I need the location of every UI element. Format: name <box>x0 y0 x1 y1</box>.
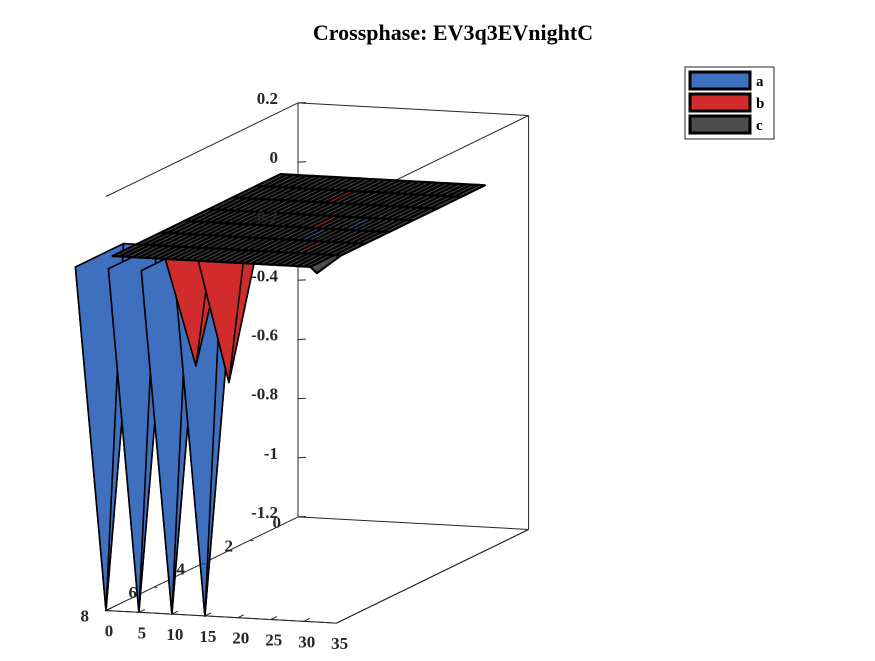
y-tick-label-4: 8 <box>81 607 90 626</box>
x-tick-mark-7 <box>337 620 343 623</box>
axis-right-floor-line <box>337 530 529 624</box>
legend-swatch-c <box>690 116 750 133</box>
x-tick-mark-6 <box>304 618 310 621</box>
x-tick-label-3: 15 <box>199 627 216 646</box>
z-tick-label-5: -0.8 <box>251 385 278 404</box>
legend-label-b[interactable]: b <box>756 96 764 112</box>
legend-label-c[interactable]: c <box>756 118 763 134</box>
box-back-top <box>298 103 529 116</box>
series-c-surface <box>113 174 485 273</box>
box-back-floor <box>298 517 529 530</box>
z-tick-label-4: -0.6 <box>251 326 278 345</box>
x-tick-label-1: 5 <box>138 623 147 642</box>
z-tick-label-1: 0 <box>270 148 279 167</box>
x-tick-mark-4 <box>238 615 244 618</box>
z-tick-label-0: 0.2 <box>257 89 278 108</box>
x-tick-label-2: 10 <box>166 625 183 644</box>
x-tick-label-0: 0 <box>105 622 114 641</box>
y-tick-label-2: 4 <box>177 560 186 579</box>
chart-title: Crossphase: EV3q3EVnightC <box>313 20 593 45</box>
legend-label-a[interactable]: a <box>756 74 764 90</box>
z-tick-label-3: -0.4 <box>251 266 278 285</box>
x-tick-label-5: 25 <box>265 631 282 650</box>
x-tick-mark-5 <box>271 617 277 620</box>
legend-swatch-b <box>690 94 750 111</box>
legend[interactable]: abc <box>685 67 774 139</box>
z-tick-label-7: -1.2 <box>251 503 278 522</box>
y-tick-label-3: 6 <box>129 583 138 602</box>
y-tick-label-1: 2 <box>225 536 234 555</box>
axis-x-line <box>106 611 337 624</box>
x-tick-label-4: 20 <box>232 629 249 648</box>
x-tick-label-6: 30 <box>298 632 315 651</box>
z-tick-label-6: -1 <box>264 444 278 463</box>
legend-swatch-a <box>690 72 750 89</box>
z-tick-label-2: -0.2 <box>251 207 278 226</box>
x-tick-label-7: 35 <box>331 634 348 653</box>
